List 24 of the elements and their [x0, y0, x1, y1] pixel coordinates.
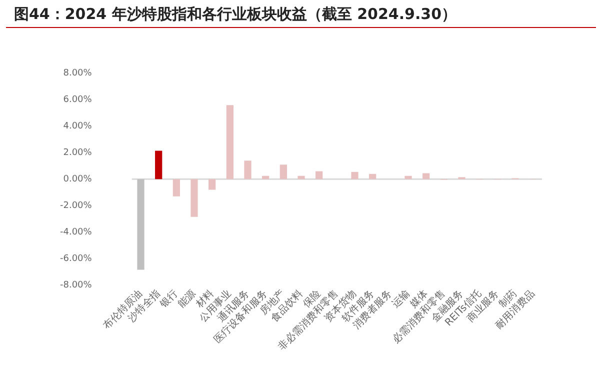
y-tick-label: 4.00%: [63, 122, 92, 132]
bar: [155, 150, 162, 180]
bar: [298, 176, 305, 180]
bar: [244, 160, 252, 180]
y-tick-label: -8.00%: [60, 280, 92, 290]
bar: [369, 174, 376, 180]
bar: [137, 179, 144, 270]
bar: [316, 171, 323, 180]
bar: [351, 172, 358, 180]
bar: [226, 105, 234, 180]
y-tick-label: -6.00%: [60, 254, 92, 264]
bar: [208, 179, 216, 190]
chart-title: 图44：2024 年沙特股指和各行业板块收益（截至 2024.9.30）: [6, 0, 596, 28]
bar: [280, 164, 287, 180]
y-tick-label: -4.00%: [60, 227, 92, 238]
y-tick-label: 8.00%: [63, 68, 92, 79]
bar: [172, 179, 180, 196]
y-tick-label: 6.00%: [63, 95, 92, 106]
y-tick-label: 0.00%: [63, 174, 92, 185]
bar: [422, 173, 430, 180]
bar: [404, 176, 412, 180]
y-tick-label: -2.00%: [60, 200, 92, 211]
y-tick-label: 2.00%: [63, 148, 92, 158]
bar: [190, 179, 198, 217]
